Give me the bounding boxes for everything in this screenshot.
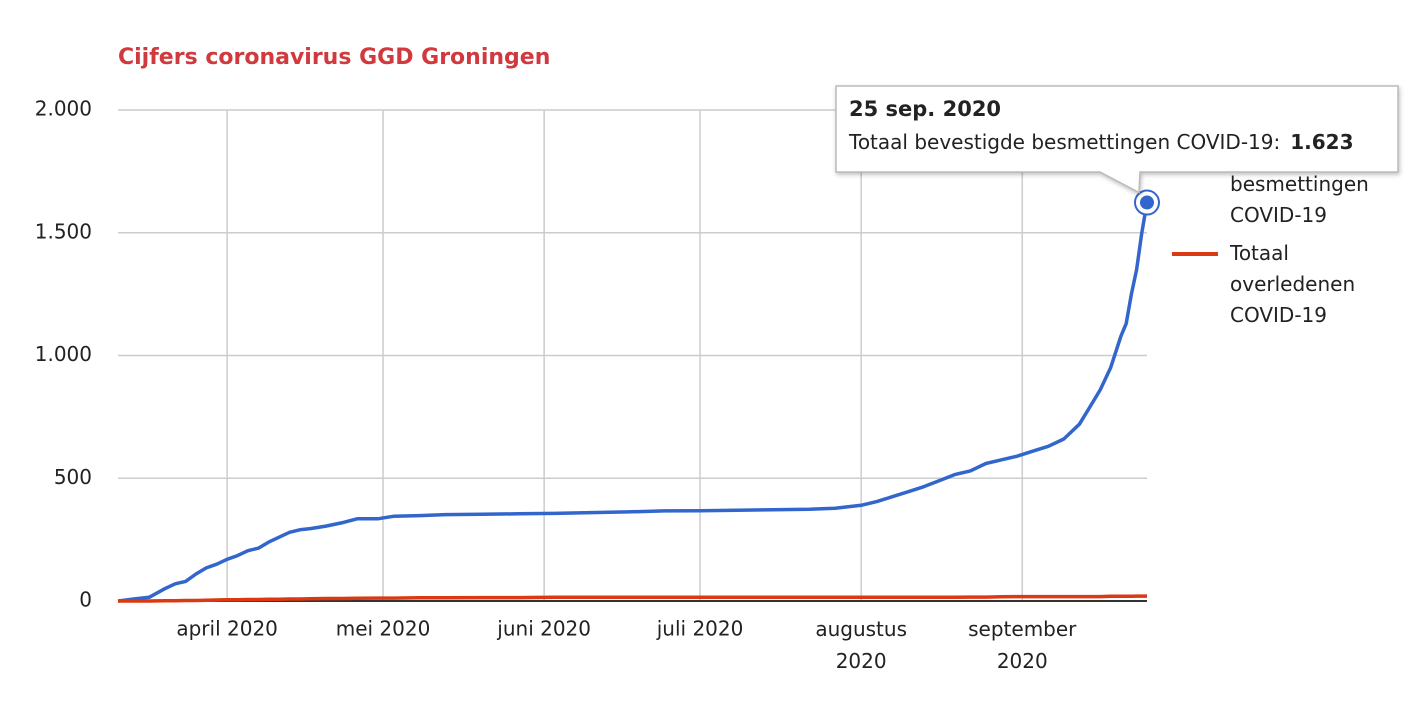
y-tick-label: 0 <box>79 588 92 612</box>
x-tick-label: augustus 2020 <box>815 617 907 673</box>
tooltip-box <box>835 85 1399 194</box>
x-tick-label: juli 2020 <box>656 617 744 641</box>
x-tick-label: mei 2020 <box>336 617 431 641</box>
y-tick-label: 500 <box>54 465 92 489</box>
series-line <box>117 202 1149 603</box>
tooltip-label: Totaal bevestigde besmettingen COVID-19: <box>848 130 1280 154</box>
chart-title: Cijfers coronavirus GGD Groningen <box>118 45 550 70</box>
y-tick-label: 2.000 <box>35 97 92 121</box>
tooltip-value: 1.623 <box>1290 130 1353 154</box>
x-tick-label: juni 2020 <box>496 617 591 641</box>
series-line <box>118 594 1147 603</box>
x-tick-label: april 2020 <box>176 617 278 641</box>
highlight-point-core <box>1140 195 1154 210</box>
y-tick-label: 1.000 <box>35 342 92 366</box>
y-tick-label: 1.500 <box>35 219 92 243</box>
x-tick-label: september 2020 <box>968 617 1077 673</box>
tooltip-text: Totaal bevestigde besmettingen COVID-19:… <box>848 130 1354 154</box>
legend-label: Totaal overledenen COVID-19 <box>1229 241 1355 327</box>
tooltip-date: 25 sep. 2020 <box>849 97 1001 121</box>
